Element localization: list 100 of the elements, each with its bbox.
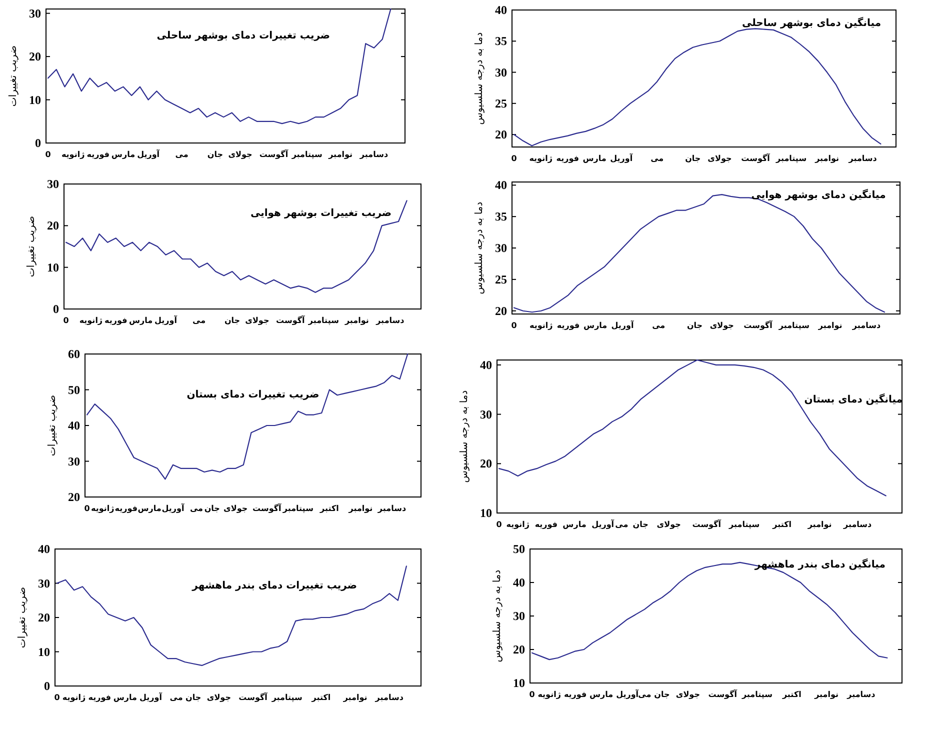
- xtick-label: فوریه: [86, 150, 110, 159]
- xtick-label: آوریل: [616, 690, 639, 699]
- ytick-label: 40: [38, 542, 50, 556]
- xtick-label: می: [192, 316, 206, 325]
- xtick-label: ژانویه: [79, 316, 103, 325]
- ylabel: ضریب تغییرات: [26, 216, 37, 278]
- ylabel: دما به درجه سلسیوس: [459, 390, 470, 483]
- ytick-label: 25: [495, 96, 507, 110]
- ytick-label: 50: [513, 542, 525, 556]
- xtick-label: جان: [685, 154, 701, 163]
- xtick-label: ژانویه: [530, 321, 553, 330]
- xtick-label: فوریه: [534, 520, 558, 529]
- xtick-label: دسامبر: [360, 150, 388, 159]
- xtick-label: می: [190, 504, 203, 513]
- xtick-label: 0: [496, 520, 502, 529]
- ytick-label: 30: [68, 454, 80, 468]
- ytick-label: 40: [513, 576, 525, 590]
- xtick-label: می: [652, 321, 666, 330]
- xtick-label: فوریه: [556, 321, 580, 330]
- xtick-label: جولای: [224, 504, 248, 513]
- xtick-label: می: [175, 150, 188, 159]
- ytick-label: 20: [495, 304, 507, 318]
- xtick-label: مارس: [584, 321, 608, 330]
- xtick-label: آگوست: [708, 690, 737, 699]
- title: میانگین دمای بوشهر هوایی: [751, 190, 886, 201]
- xtick-label: مارس: [138, 504, 162, 513]
- xtick-label: دسامبر: [848, 154, 877, 163]
- xtick-label: می: [638, 690, 652, 699]
- xtick-label: 0: [84, 504, 90, 513]
- xtick-label: 0: [511, 321, 517, 330]
- xtick-label: دسامبر: [376, 316, 404, 325]
- ytick-label: 20: [495, 128, 507, 142]
- ylabel: دما به درجه سلسیوس: [474, 32, 485, 125]
- xtick-label: مارس: [129, 316, 153, 325]
- xtick-label: آگوست: [276, 316, 305, 325]
- ylabel: ضریب تغییرات: [17, 586, 28, 648]
- xtick-label: جولای: [228, 150, 252, 159]
- xtick-label: ژانویه: [538, 690, 561, 699]
- ytick-label: 40: [495, 178, 507, 192]
- ytick-label: 10: [513, 676, 525, 690]
- xtick-label: نوامبر: [815, 154, 840, 163]
- xtick-label: آوریل: [162, 504, 184, 513]
- ylabel: دما به درجه سلسیوس: [474, 202, 485, 294]
- ytick-label: 30: [29, 6, 41, 20]
- xtick-label: ژانویه: [529, 154, 552, 163]
- ytick-label: 10: [38, 644, 50, 659]
- xtick-label: آوریل: [611, 321, 634, 330]
- ytick-label: 20: [480, 456, 492, 471]
- xtick-label: نوامبر: [808, 520, 832, 529]
- xtick-label: نوامبر: [343, 693, 368, 702]
- ytick-label: 25: [495, 272, 507, 286]
- xtick-label: اکتبر: [772, 520, 792, 529]
- xtick-label: آوریل: [592, 520, 614, 529]
- title: میانگین دمای بستان: [804, 394, 902, 406]
- xtick-label: مارس: [113, 693, 137, 702]
- xtick-label: می: [615, 520, 628, 529]
- xtick-label: دسامبر: [378, 504, 406, 513]
- xtick-label: جان: [207, 150, 223, 159]
- xtick-label: جولای: [245, 316, 270, 325]
- xtick-label: آوریل: [610, 154, 633, 163]
- xtick-label: جان: [224, 316, 240, 325]
- xtick-label: جان: [186, 693, 202, 702]
- xtick-label: ژانویه: [506, 520, 530, 529]
- ytick-label: 40: [495, 3, 507, 17]
- xtick-label: آوریل: [140, 693, 162, 702]
- xtick-label: دسامبر: [843, 520, 872, 529]
- ytick-label: 20: [47, 218, 59, 233]
- ytick-label: 20: [513, 642, 525, 656]
- xtick-label: جولای: [676, 690, 700, 699]
- xtick-label: دسامبر: [847, 690, 876, 699]
- xtick-label: 0: [63, 316, 69, 325]
- xtick-label: جان: [204, 504, 220, 513]
- ytick-label: 40: [480, 358, 492, 372]
- xtick-label: سپتامبر: [292, 150, 322, 159]
- xtick-label: سپتامبر: [282, 504, 314, 513]
- ytick-label: 60: [68, 347, 80, 361]
- xtick-label: جولای: [656, 520, 681, 529]
- xtick-label: آوریل: [137, 150, 160, 159]
- ytick-label: 0: [53, 302, 59, 316]
- ytick-label: 35: [495, 34, 507, 48]
- xtick-label: فوریه: [104, 316, 128, 325]
- ytick-label: 30: [495, 65, 507, 80]
- xtick-label: جان: [654, 690, 670, 699]
- xtick-label: 0: [45, 150, 51, 159]
- xtick-label: فوریه: [556, 154, 580, 163]
- xtick-label: آگوست: [744, 321, 772, 330]
- xtick-label: 0: [511, 154, 517, 163]
- xtick-label: جولای: [708, 154, 732, 163]
- xtick-label: نوامبر: [328, 150, 353, 159]
- title: ضریب تغییرات بوشهر هوایی: [250, 208, 392, 219]
- xtick-label: 0: [529, 690, 535, 699]
- xtick-label: سپتامبر: [272, 693, 302, 702]
- xtick-label: مارس: [582, 154, 606, 163]
- xtick-label: جولای: [206, 693, 231, 702]
- ytick-label: 30: [38, 576, 50, 590]
- xtick-label: مارس: [590, 690, 614, 699]
- ytick-label: 20: [68, 490, 80, 504]
- title: ضریب تغییرات دمای بوشهر ساحلی: [156, 30, 330, 42]
- ytick-label: 10: [47, 260, 59, 274]
- xtick-label: جان: [632, 520, 648, 529]
